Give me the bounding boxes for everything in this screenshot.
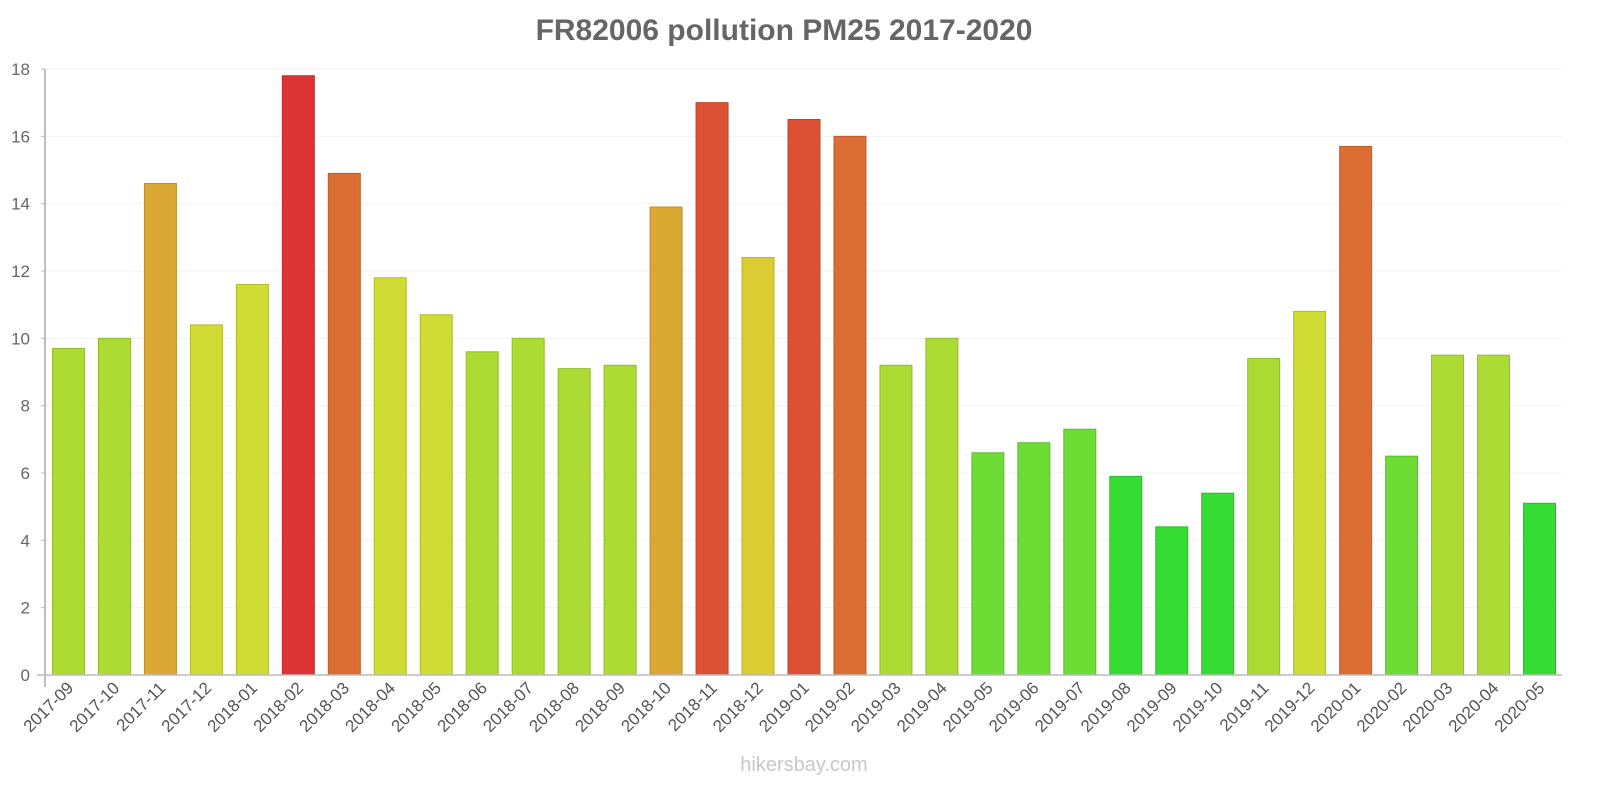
bar-2018-05[interactable] (419, 314, 453, 676)
bar-2017-10[interactable] (97, 337, 131, 676)
x-tick-label: 2019-04 (893, 678, 951, 736)
bar-2018-07[interactable] (511, 337, 545, 676)
bar-2019-01[interactable] (787, 119, 821, 676)
y-tick-label: 4 (21, 531, 30, 550)
bar-2020-04[interactable] (1477, 354, 1511, 676)
x-tick-label: 2019-12 (1261, 678, 1319, 736)
bar-2017-11[interactable] (143, 182, 177, 676)
x-tick-label: 2018-06 (433, 678, 491, 736)
x-axis-ticks: 2017-092017-102017-112017-122018-012018-… (20, 678, 1549, 736)
x-tick-label: 2018-02 (250, 678, 308, 736)
bar-2019-09[interactable] (1155, 526, 1189, 676)
bar-2020-05[interactable] (1523, 502, 1557, 676)
bar-2020-01[interactable] (1339, 145, 1373, 676)
x-tick-label: 2018-03 (296, 678, 354, 736)
bar-2018-06[interactable] (465, 351, 499, 676)
x-tick-label: 2018-01 (204, 678, 262, 736)
bar-2019-05[interactable] (971, 452, 1005, 676)
x-tick-label: 2019-07 (1031, 678, 1089, 736)
x-tick-label: 2019-10 (1169, 678, 1227, 736)
x-tick-label: 2017-12 (158, 678, 216, 736)
x-tick-label: 2019-06 (985, 678, 1043, 736)
x-tick-label: 2017-09 (20, 678, 78, 736)
bar-2018-11[interactable] (695, 102, 729, 676)
x-tick-label: 2019-09 (1123, 678, 1181, 736)
bar-2017-09[interactable] (51, 347, 85, 676)
x-tick-label: 2018-05 (388, 678, 446, 736)
bar-2018-04[interactable] (373, 277, 407, 676)
bar-2019-02[interactable] (833, 135, 867, 676)
x-tick-label: 2020-01 (1307, 678, 1365, 736)
x-tick-label: 2018-10 (617, 678, 675, 736)
x-tick-label: 2019-02 (801, 678, 859, 736)
bar-2019-07[interactable] (1063, 428, 1097, 676)
bars (51, 75, 1557, 676)
bar-2020-02[interactable] (1385, 455, 1419, 676)
x-tick-label: 2019-08 (1077, 678, 1135, 736)
bar-2018-02[interactable] (281, 75, 315, 676)
x-tick-label: 2020-03 (1399, 678, 1457, 736)
bar-2018-09[interactable] (603, 364, 637, 676)
x-tick-label: 2018-12 (709, 678, 767, 736)
bar-2018-08[interactable] (557, 368, 591, 676)
y-tick-label: 16 (11, 127, 30, 146)
bar-2018-12[interactable] (741, 257, 775, 676)
bar-2019-04[interactable] (925, 337, 959, 676)
bar-2019-03[interactable] (879, 364, 913, 676)
x-tick-label: 2019-01 (755, 678, 813, 736)
y-tick-label: 8 (21, 397, 30, 416)
x-tick-label: 2018-09 (571, 678, 629, 736)
x-tick-label: 2018-07 (479, 678, 537, 736)
bar-2019-11[interactable] (1247, 358, 1281, 676)
bar-2019-12[interactable] (1293, 310, 1327, 676)
x-tick-label: 2020-05 (1491, 678, 1549, 736)
bar-2018-01[interactable] (235, 283, 269, 676)
x-tick-label: 2019-03 (847, 678, 905, 736)
bar-2018-10[interactable] (649, 206, 683, 676)
x-tick-label: 2018-08 (525, 678, 583, 736)
axes (37, 69, 1562, 687)
x-tick-label: 2017-10 (66, 678, 124, 736)
y-tick-label: 18 (11, 60, 30, 79)
watermark: hikersbay.com (740, 754, 868, 776)
x-tick-label: 2020-04 (1445, 678, 1503, 736)
chart-title: FR82006 pollution PM25 2017-2020 (535, 14, 1033, 47)
bar-2019-10[interactable] (1201, 492, 1235, 676)
y-tick-label: 2 (21, 599, 30, 618)
bar-2019-06[interactable] (1017, 442, 1051, 676)
y-tick-label: 0 (21, 666, 30, 685)
bar-2020-03[interactable] (1431, 354, 1465, 676)
x-tick-label: 2020-02 (1353, 678, 1411, 736)
y-axis-ticks: 0 2 4 6 8 10 12 14 16 18 (11, 60, 45, 685)
y-tick-label: 6 (21, 464, 30, 483)
bar-2017-12[interactable] (189, 324, 223, 676)
x-tick-label: 2018-04 (342, 678, 400, 736)
bar-2019-08[interactable] (1109, 475, 1143, 676)
y-tick-label: 12 (11, 262, 30, 281)
y-tick-label: 14 (11, 195, 30, 214)
bar-2018-03[interactable] (327, 172, 361, 676)
y-tick-label: 10 (11, 329, 30, 348)
x-tick-label: 2019-05 (939, 678, 997, 736)
